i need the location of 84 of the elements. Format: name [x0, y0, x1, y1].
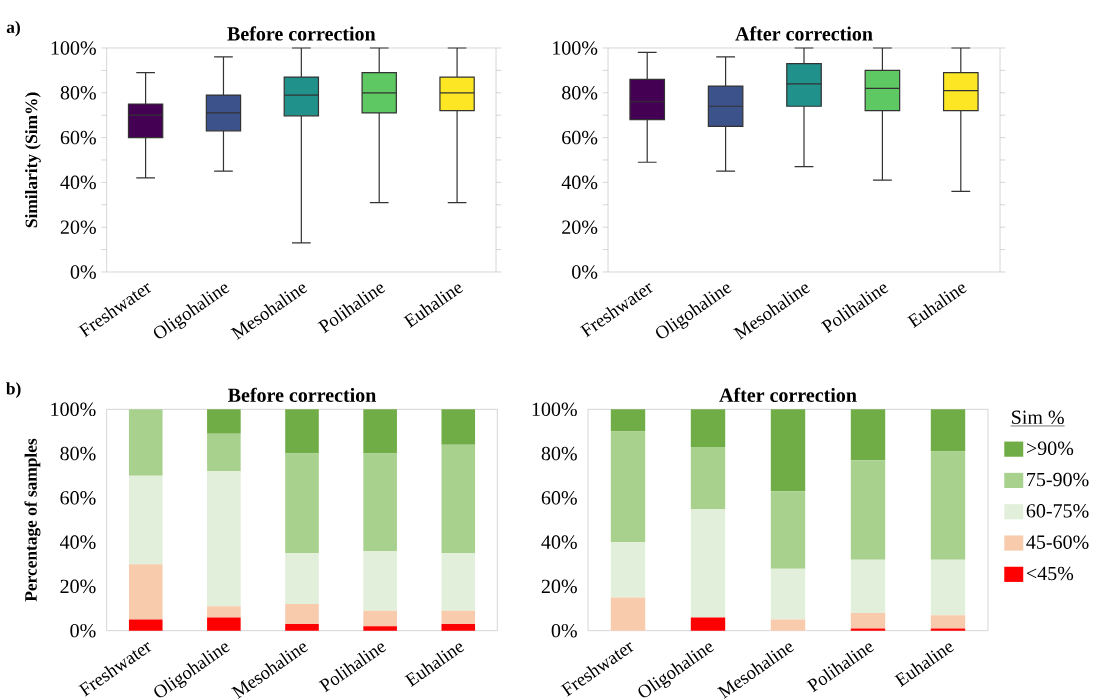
bar — [363, 610, 397, 627]
bar — [930, 451, 966, 560]
bar — [770, 568, 806, 620]
y-tick-label: 20% — [60, 220, 96, 234]
y-tick-label: 60% — [562, 130, 598, 145]
bar — [285, 553, 319, 605]
bar — [441, 624, 476, 631]
bar — [128, 475, 163, 565]
y-tick-label: 40% — [60, 175, 96, 190]
y-tick-label: 80% — [562, 86, 598, 100]
text: a) — [6, 20, 20, 37]
legend-label: 45-60% — [1026, 535, 1089, 549]
legend-title: Sim % — [1012, 410, 1064, 425]
bar — [207, 606, 241, 618]
bar — [285, 409, 319, 454]
bar — [690, 508, 726, 618]
y-tick-label: 100% — [51, 402, 96, 417]
bar — [363, 409, 397, 454]
bar — [770, 409, 806, 492]
y-tick-label: 60% — [60, 491, 96, 505]
bar — [930, 615, 966, 629]
bar — [690, 409, 726, 447]
bar — [363, 453, 397, 551]
bar — [441, 610, 476, 625]
legend-label: <45% — [1026, 566, 1074, 581]
y-tick-label: 100% — [553, 41, 598, 55]
bar — [930, 628, 966, 631]
bar — [363, 550, 397, 611]
y-tick-label: 0% — [70, 265, 96, 279]
y-tick-label: 80% — [60, 446, 96, 461]
y-axis-title: Percentage of samples — [24, 438, 41, 602]
bar — [128, 409, 163, 476]
chart-title: Before correction — [227, 26, 376, 41]
bar — [285, 604, 319, 625]
y-tick-label: 60% — [541, 491, 577, 505]
y-tick-label: 80% — [60, 86, 96, 100]
bar — [207, 409, 241, 434]
legend-label: 75-90% — [1027, 472, 1089, 487]
text: b) — [6, 382, 21, 398]
bar — [770, 491, 806, 569]
bar — [850, 612, 886, 629]
bar — [207, 471, 241, 607]
bar — [441, 553, 476, 611]
bar — [690, 446, 726, 509]
bar — [610, 431, 646, 543]
bar — [441, 409, 476, 445]
bar — [128, 564, 163, 620]
legend-label: 60-75% — [1026, 504, 1089, 518]
bar — [850, 409, 886, 461]
bar — [930, 409, 966, 452]
y-tick-label: 60% — [60, 130, 96, 145]
bar — [850, 559, 886, 613]
bar — [285, 453, 319, 554]
y-tick-label: 0% — [70, 623, 96, 638]
bar — [770, 619, 806, 631]
bar — [363, 626, 397, 631]
bar — [850, 460, 886, 560]
y-tick-label: 80% — [541, 446, 577, 461]
y-tick-label: 20% — [541, 579, 577, 594]
chart-title: After correction — [735, 26, 873, 41]
y-tick-label: 40% — [60, 535, 96, 549]
bar — [610, 597, 646, 631]
y-tick-label: 20% — [60, 579, 96, 594]
y-tick-label: 40% — [541, 535, 577, 549]
bar — [610, 409, 646, 432]
chart-title: Before correction — [228, 387, 377, 402]
legend-label: >90% — [1026, 441, 1074, 456]
bar — [207, 617, 241, 631]
bar — [930, 559, 966, 616]
y-tick-label: 0% — [572, 265, 598, 279]
bar — [690, 617, 726, 631]
bar — [207, 433, 241, 472]
bar — [128, 619, 163, 631]
y-tick-label: 40% — [561, 175, 598, 190]
bar — [441, 444, 476, 554]
bar — [850, 628, 886, 631]
y-tick-label: 20% — [562, 220, 598, 234]
y-tick-label: 100% — [532, 402, 577, 417]
y-tick-label: 0% — [551, 623, 577, 638]
bar — [285, 624, 319, 631]
chart-title: After correction — [719, 387, 857, 402]
y-axis-title: Similarity (Sim%) — [25, 92, 41, 228]
y-tick-label: 100% — [51, 41, 96, 55]
bar — [610, 542, 646, 598]
